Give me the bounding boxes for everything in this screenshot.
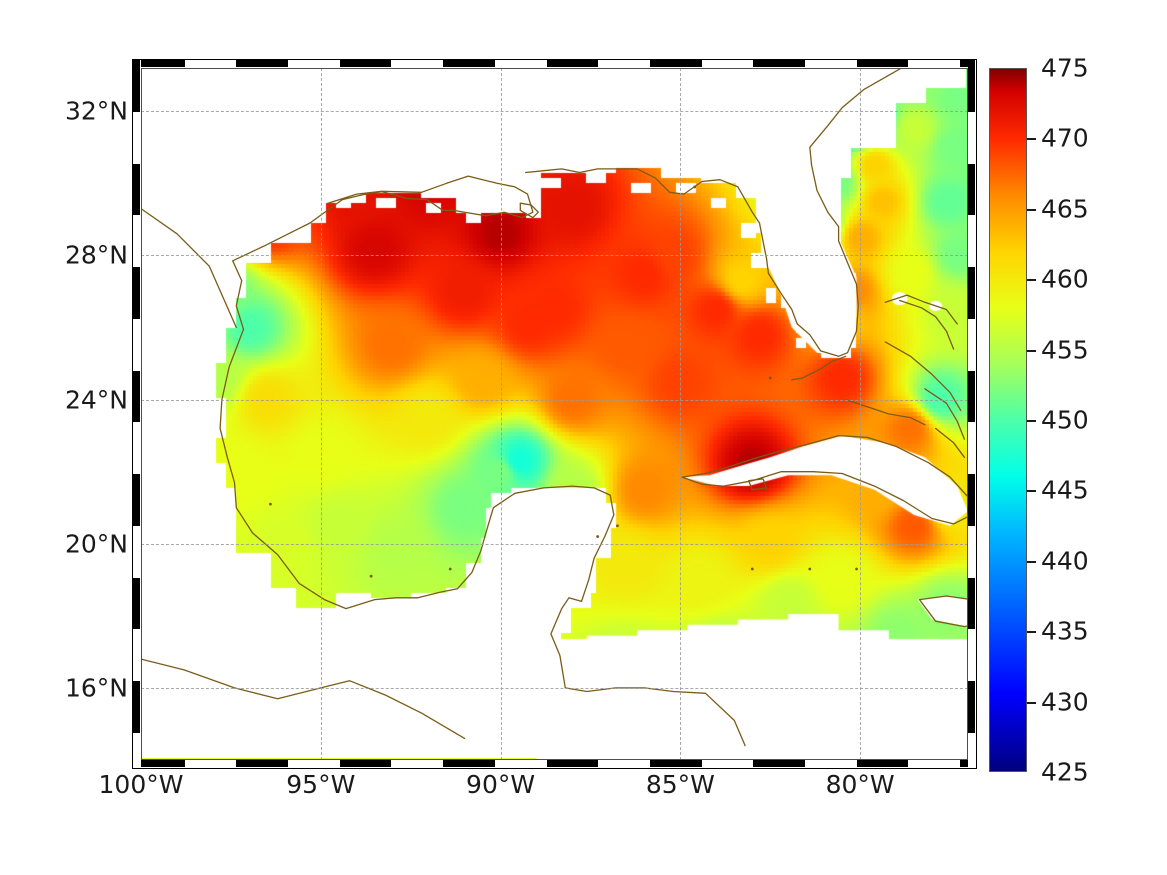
coastline	[899, 299, 955, 350]
coastline	[884, 294, 958, 325]
frame-segment	[856, 760, 909, 767]
coastline	[141, 207, 237, 329]
coastline	[219, 328, 746, 747]
frame-segment	[546, 760, 599, 767]
map-frame-right	[968, 59, 977, 769]
frame-segment	[133, 370, 140, 423]
frame-segment	[443, 60, 495, 67]
y-tick-label: 24°N	[64, 385, 128, 415]
coastline	[681, 434, 968, 525]
frame-segment	[339, 760, 392, 767]
colorbar-tick	[1027, 701, 1036, 704]
coastline	[934, 427, 966, 458]
x-tick-label: 80°W	[825, 770, 895, 799]
frame-segment	[443, 760, 495, 767]
coastline	[918, 595, 968, 628]
colorbar	[989, 68, 1027, 772]
x-tick-label: 90°W	[466, 770, 536, 799]
frame-segment	[968, 267, 975, 319]
frame-segment	[649, 60, 702, 67]
frame-segment	[236, 60, 289, 67]
island-marker	[750, 567, 754, 571]
colorbar-tick-label: 440	[1041, 546, 1089, 576]
frame-segment	[339, 60, 392, 67]
frame-segment	[546, 60, 599, 67]
frame-segment	[133, 474, 140, 526]
frame-segment	[968, 163, 975, 216]
coastline	[791, 355, 847, 381]
map-frame-top	[132, 59, 977, 68]
y-tick-label: 20°N	[64, 529, 128, 559]
colorbar-tick	[1027, 349, 1036, 352]
island-marker	[808, 567, 812, 571]
frame-segment	[968, 681, 975, 733]
colorbar-tick	[1027, 490, 1036, 493]
coastline-overlay	[141, 68, 968, 747]
island-marker	[616, 524, 619, 528]
map-data-area	[141, 68, 968, 760]
island-marker	[693, 185, 697, 189]
map-frame-left	[132, 59, 141, 769]
frame-segment	[236, 760, 289, 767]
coastline	[924, 388, 966, 440]
colorbar-tick	[1027, 631, 1036, 634]
island-marker	[269, 502, 272, 506]
frame-segment	[753, 760, 805, 767]
frame-segment	[968, 370, 975, 423]
frame-segment	[133, 577, 140, 630]
frame-segment	[133, 681, 140, 733]
frame-segment	[968, 474, 975, 526]
coastline	[845, 398, 926, 426]
frame-segment	[133, 60, 185, 67]
x-tick-label: 85°W	[645, 770, 715, 799]
colorbar-tick-label: 450	[1041, 405, 1089, 435]
y-tick-label: 16°N	[64, 673, 128, 703]
colorbar-tick	[1027, 420, 1036, 422]
island-marker	[596, 535, 600, 538]
colorbar-tick	[1027, 279, 1036, 282]
colorbar-tick-label: 465	[1041, 194, 1089, 224]
map-axes	[132, 59, 977, 769]
frame-segment	[968, 60, 975, 112]
ocean-scalar-field	[141, 68, 968, 760]
frame-segment	[133, 760, 185, 767]
coastline	[232, 175, 534, 330]
map-frame-bottom	[132, 760, 977, 769]
colorbar-tick-label: 445	[1041, 475, 1089, 505]
colorbar-tick-label: 460	[1041, 264, 1089, 294]
coastline	[884, 341, 962, 412]
x-tick-label: 95°W	[286, 770, 356, 799]
colorbar-tick	[1027, 208, 1036, 211]
island-marker	[448, 567, 452, 571]
colorbar-tick-label: 455	[1041, 335, 1089, 365]
x-tick-label: 100°W	[98, 770, 184, 799]
coastline	[525, 68, 903, 357]
frame-segment	[968, 577, 975, 630]
y-tick-label: 28°N	[64, 240, 128, 270]
frame-segment	[133, 60, 140, 112]
frame-segment	[753, 60, 805, 67]
colorbar-tick-label: 435	[1041, 616, 1089, 646]
island-marker	[369, 574, 373, 578]
colorbar-tick-label: 470	[1041, 123, 1089, 153]
frame-segment	[649, 760, 702, 767]
coastline	[748, 478, 768, 491]
colorbar-tick-label: 425	[1041, 757, 1089, 787]
island-marker	[768, 376, 772, 380]
frame-segment	[856, 60, 909, 67]
frame-segment	[133, 267, 140, 319]
coastline	[141, 658, 466, 740]
colorbar-tick	[1027, 138, 1036, 141]
island-marker	[855, 567, 858, 571]
colorbar-tick-label: 475	[1041, 53, 1089, 83]
colorbar-tick-label: 430	[1041, 687, 1089, 717]
coastline	[519, 202, 539, 219]
colorbar-gradient	[989, 68, 1027, 772]
colorbar-tick	[1027, 560, 1036, 563]
frame-segment	[133, 163, 140, 216]
y-tick-label: 32°N	[64, 96, 128, 126]
